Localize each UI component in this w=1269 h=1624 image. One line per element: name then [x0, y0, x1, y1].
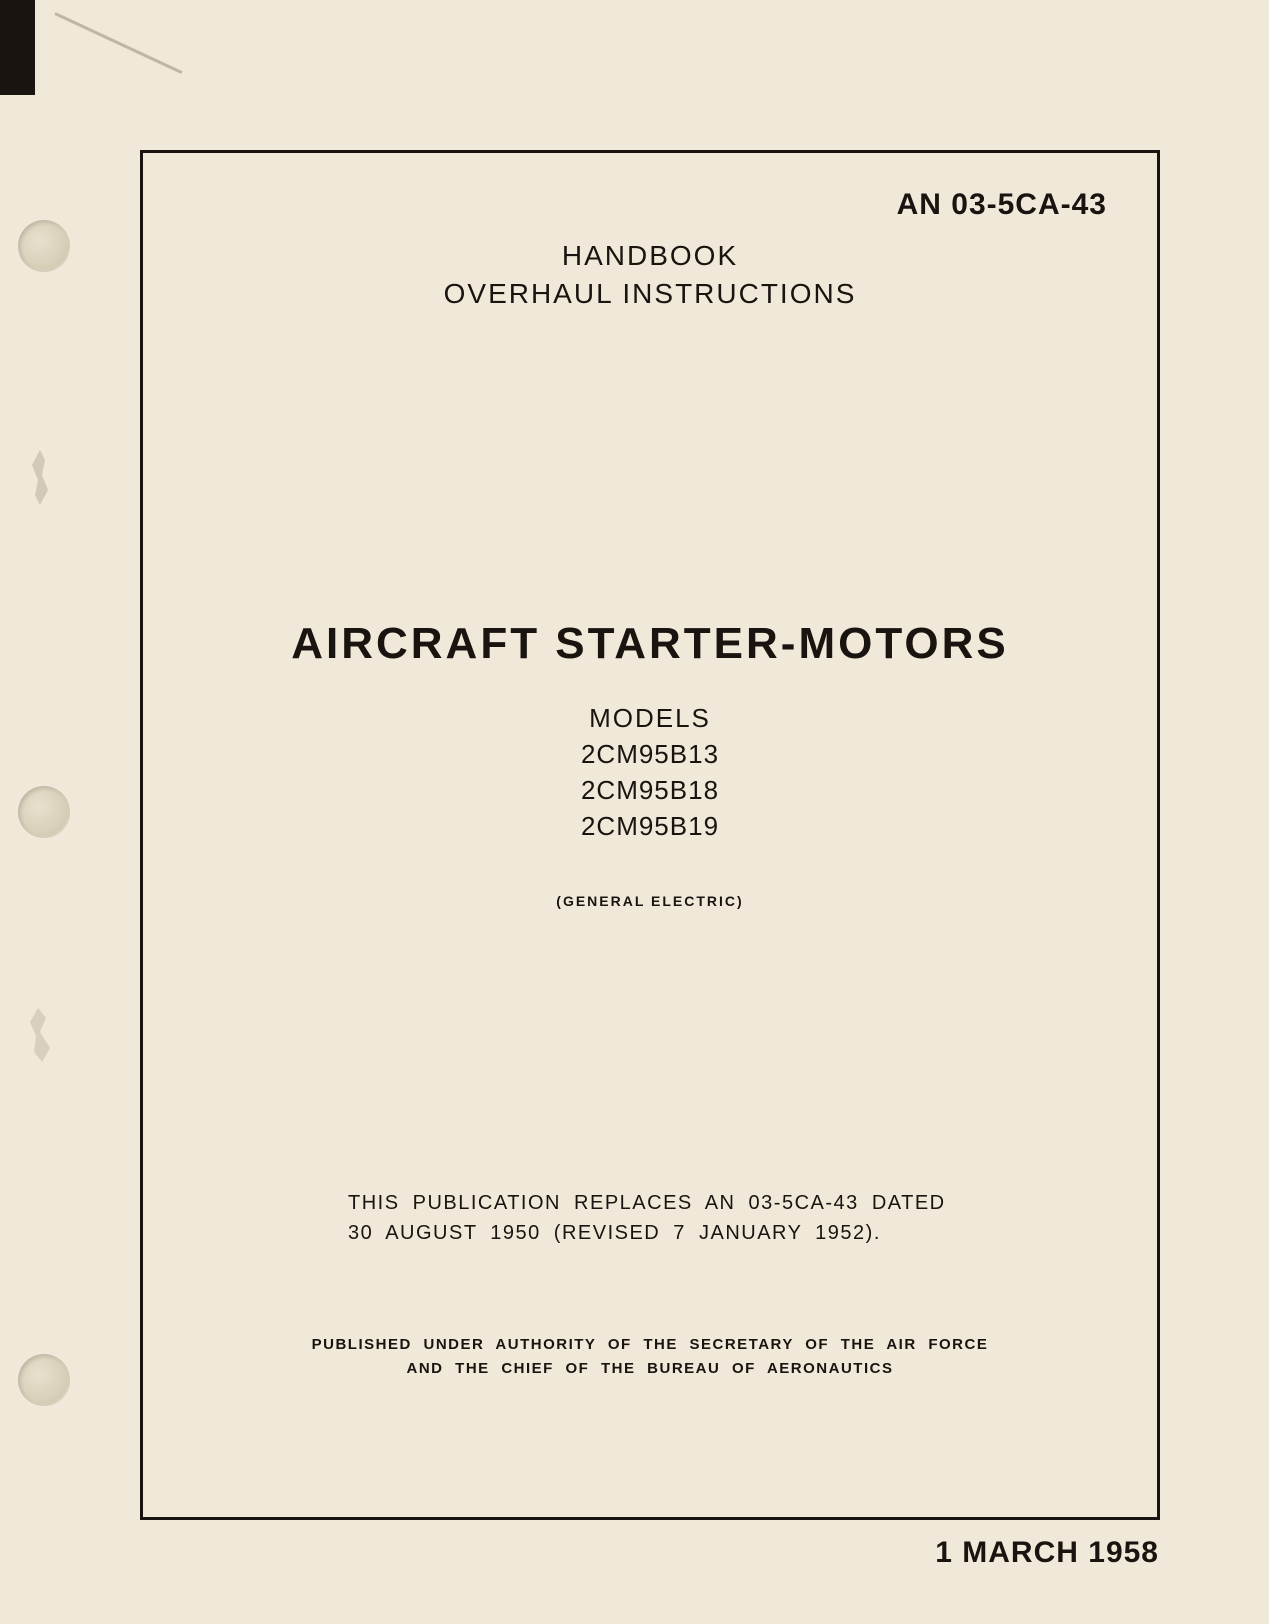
main-title: AIRCRAFT STARTER-MOTORS: [143, 619, 1157, 669]
models-label: MODELS: [143, 703, 1157, 734]
header-overhaul: OVERHAUL INSTRUCTIONS: [143, 278, 1157, 310]
paper-smudge-upper: [20, 445, 65, 515]
content-border-frame: AN 03-5CA-43 HANDBOOK OVERHAUL INSTRUCTI…: [140, 150, 1160, 1520]
model-number-2: 2CM95B18: [143, 775, 1157, 806]
publication-authority: PUBLISHED UNDER AUTHORITY OF THE SECRETA…: [143, 1333, 1157, 1381]
paper-smudge-lower: [20, 1000, 65, 1070]
model-number-3: 2CM95B19: [143, 811, 1157, 842]
document-page: AN 03-5CA-43 HANDBOOK OVERHAUL INSTRUCTI…: [0, 0, 1269, 1624]
publication-date: 1 MARCH 1958: [935, 1536, 1159, 1570]
hole-punch-bottom: [18, 1354, 70, 1406]
replaces-notice: THIS PUBLICATION REPLACES AN 03-5CA-43 D…: [348, 1188, 968, 1248]
authority-line-1: PUBLISHED UNDER AUTHORITY OF THE SECRETA…: [143, 1333, 1157, 1357]
scan-dark-edge: [0, 0, 35, 95]
header-handbook: HANDBOOK: [143, 240, 1157, 272]
authority-line-2: AND THE CHIEF OF THE BUREAU OF AERONAUTI…: [143, 1357, 1157, 1381]
page-fold-crease: [54, 12, 182, 74]
manufacturer-label: (GENERAL ELECTRIC): [143, 893, 1157, 909]
model-number-1: 2CM95B13: [143, 739, 1157, 770]
hole-punch-top: [18, 220, 70, 272]
document-number: AN 03-5CA-43: [897, 188, 1107, 222]
hole-punch-middle: [18, 786, 70, 838]
